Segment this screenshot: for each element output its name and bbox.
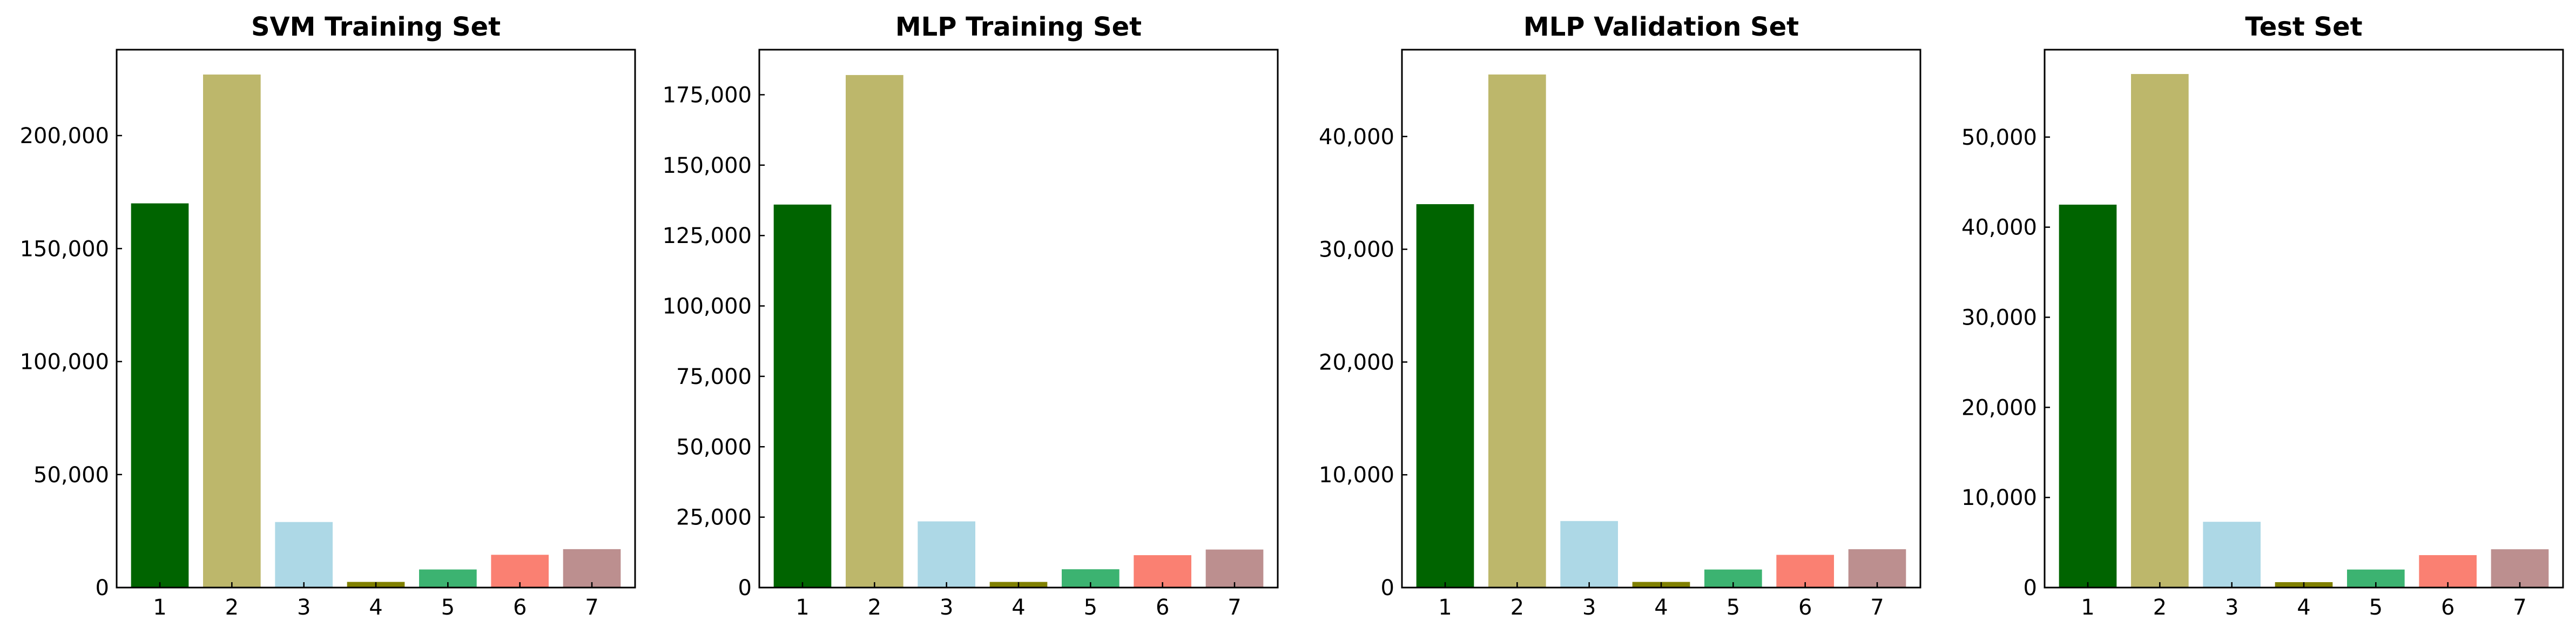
y-tick-label: 10,000	[1961, 485, 2037, 510]
y-tick-label: 50,000	[33, 463, 109, 488]
bar-3	[1560, 521, 1618, 588]
panel-title: MLP Training Set	[895, 12, 1142, 42]
x-tick-label: 5	[2369, 595, 2383, 620]
y-tick-label: 200,000	[20, 124, 109, 149]
x-tick-label: 4	[1011, 595, 1025, 620]
bar-3	[2203, 522, 2261, 588]
x-tick-label: 2	[1510, 595, 1524, 620]
x-tick-label: 7	[1870, 595, 1884, 620]
bar-2	[2131, 74, 2189, 588]
y-tick-label: 20,000	[1319, 350, 1394, 375]
y-tick-label: 30,000	[1961, 306, 2037, 331]
bar-6	[1776, 555, 1834, 588]
x-tick-label: 7	[1228, 595, 1241, 620]
x-tick-label: 7	[585, 595, 598, 620]
panel-mlp-validation: MLP Validation Set 0 10,000 20,000 30,000 40…	[1319, 12, 1921, 620]
x-tick-label: 3	[297, 595, 311, 620]
plot-frame	[758, 49, 1279, 589]
bar-7	[563, 549, 621, 588]
y-tick-label: 40,000	[1319, 125, 1394, 150]
bar-6	[491, 555, 549, 588]
y-tick-label: 0	[96, 576, 109, 601]
y-tick-label: 125,000	[663, 224, 752, 248]
plot-frame	[116, 49, 636, 589]
plot-frame	[2044, 49, 2564, 589]
x-tick-label: 2	[2153, 595, 2167, 620]
y-tick-label: 30,000	[1319, 238, 1394, 262]
panel-svm-training: SVM Training Set 0 50,000 100,000 150,000 20…	[20, 12, 636, 620]
x-tick-label: 1	[1438, 595, 1452, 620]
panel-mlp-training: MLP Training Set 0 25,000 50,000 75,000 100,…	[663, 12, 1279, 620]
x-tick-label: 5	[1727, 595, 1740, 620]
x-tick-label: 7	[2513, 595, 2526, 620]
bar-2	[1488, 74, 1546, 588]
x-tick-label: 3	[2225, 595, 2238, 620]
x-tick-label: 3	[1582, 595, 1596, 620]
bar-7	[1848, 549, 1906, 588]
bar-1	[131, 203, 189, 588]
panel-title: SVM Training Set	[251, 12, 501, 42]
x-tick-label: 6	[513, 595, 527, 620]
y-tick-label: 150,000	[20, 237, 109, 261]
bar-7	[1205, 549, 1264, 588]
x-tick-label: 2	[868, 595, 881, 620]
bar-3	[918, 521, 975, 588]
y-tick-label: 25,000	[676, 505, 752, 530]
y-tick-label: 150,000	[663, 153, 752, 178]
bar-6	[2419, 555, 2477, 588]
y-tick-label: 175,000	[663, 83, 752, 107]
y-tick-label: 0	[1381, 576, 1394, 601]
panel-title: Test Set	[2245, 12, 2362, 42]
y-tick-label: 0	[738, 576, 752, 601]
panel-title: MLP Validation Set	[1523, 12, 1799, 42]
x-tick-label: 4	[1654, 595, 1668, 620]
x-tick-label: 6	[1156, 595, 1169, 620]
bar-2	[846, 75, 903, 588]
y-tick-label: 50,000	[676, 435, 752, 460]
x-tick-label: 6	[2441, 595, 2454, 620]
x-tick-label: 4	[2297, 595, 2310, 620]
x-tick-label: 2	[225, 595, 239, 620]
y-tick-label: 100,000	[663, 294, 752, 319]
y-tick-label: 75,000	[676, 365, 752, 389]
bar-2	[203, 75, 261, 588]
bar-1	[2059, 204, 2117, 588]
x-tick-label: 5	[441, 595, 455, 620]
y-tick-label: 0	[2024, 576, 2037, 601]
panel-test: Test Set 0 10,000 20,000 30,000 40,000 50,000…	[1961, 12, 2564, 620]
bar-3	[275, 522, 333, 588]
x-tick-label: 1	[153, 595, 166, 620]
bar-1	[1416, 204, 1474, 588]
y-tick-label: 100,000	[20, 350, 109, 375]
bar-1	[773, 204, 832, 588]
y-tick-label: 20,000	[1961, 395, 2037, 420]
x-tick-label: 1	[2081, 595, 2094, 620]
y-tick-label: 40,000	[1961, 215, 2037, 240]
y-tick-label: 50,000	[1961, 125, 2037, 150]
plot-frame	[1401, 49, 1921, 589]
x-tick-label: 4	[369, 595, 382, 620]
x-tick-label: 1	[795, 595, 809, 620]
x-tick-label: 3	[940, 595, 953, 620]
x-tick-label: 6	[1798, 595, 1812, 620]
x-tick-label: 5	[1084, 595, 1097, 620]
bar-7	[2491, 549, 2549, 588]
y-tick-label: 10,000	[1319, 463, 1394, 488]
